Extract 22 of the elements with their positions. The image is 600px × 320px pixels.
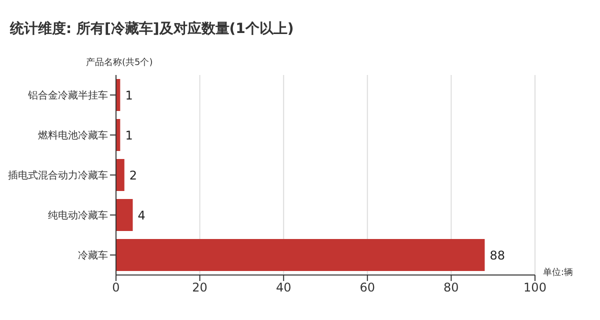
y-tick-label: 燃料电池冷藏车: [38, 130, 108, 142]
y-tick-label: 插电式混合动力冷藏车: [8, 170, 108, 182]
x-tick-label: 60: [360, 280, 376, 295]
data-label: 1: [125, 88, 133, 102]
x-axis-title: 单位:辆: [543, 266, 574, 279]
bar: [116, 199, 133, 231]
x-tick-label: 20: [192, 280, 208, 295]
data-label: 1: [125, 128, 133, 142]
chart-title: 统计维度: 所有[冷藏车]及对应数量(1个以上): [10, 20, 294, 38]
x-tick-label: 100: [524, 280, 546, 295]
data-label: 4: [138, 208, 146, 222]
y-tick-label: 铝合金冷藏半挂车: [27, 90, 108, 102]
bar: [116, 239, 485, 271]
x-tick-label: 40: [276, 280, 292, 295]
y-axis-title: 产品名称(共5个): [86, 56, 153, 69]
x-tick-label: 80: [444, 280, 459, 295]
y-tick-label: 纯电动冷藏车: [48, 210, 108, 222]
data-label: 88: [490, 248, 505, 262]
y-tick-label: 冷藏车: [78, 250, 108, 262]
bar: [116, 159, 124, 191]
data-label: 2: [129, 168, 138, 182]
x-tick-label: 0: [112, 280, 120, 295]
